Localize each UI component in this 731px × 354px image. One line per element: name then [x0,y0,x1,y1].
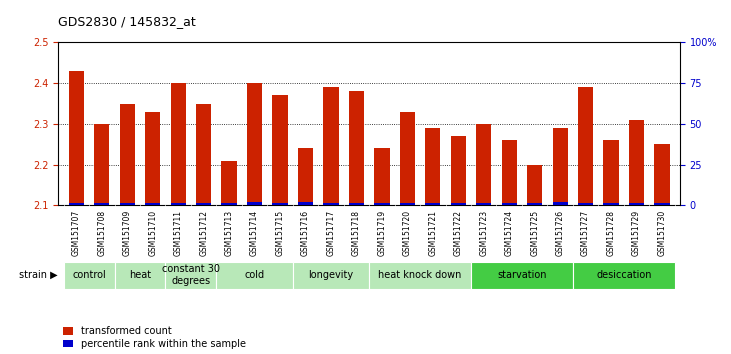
Bar [94,124,110,205]
Bar [553,202,568,205]
Bar [298,202,313,205]
Text: GSM151717: GSM151717 [327,210,336,256]
Text: GSM151724: GSM151724 [504,210,514,256]
Bar [196,203,211,205]
Text: GSM151708: GSM151708 [97,210,106,256]
Bar [654,203,670,205]
Bar [170,203,186,205]
Bar [527,165,542,205]
Text: GSM151720: GSM151720 [403,210,412,256]
Bar [425,128,441,205]
Bar [400,203,415,205]
Legend: transformed count, percentile rank within the sample: transformed count, percentile rank withi… [64,326,246,349]
Text: GSM151723: GSM151723 [480,210,488,256]
Bar [323,203,338,205]
Bar [369,262,471,289]
Text: longevity: longevity [308,270,354,280]
Text: control: control [72,270,106,280]
Bar [629,203,644,205]
Bar [94,203,110,205]
Text: heat knock down: heat knock down [379,270,462,280]
Bar [247,202,262,205]
Bar [349,91,364,205]
Text: GSM151711: GSM151711 [174,210,183,256]
Text: GDS2830 / 145832_at: GDS2830 / 145832_at [58,15,196,28]
Bar [170,83,186,205]
Bar [115,262,165,289]
Bar [145,112,160,205]
Bar [476,203,491,205]
Text: strain ▶: strain ▶ [19,270,58,280]
Bar [578,203,594,205]
Bar [603,203,618,205]
Text: GSM151709: GSM151709 [123,210,132,256]
Bar [476,124,491,205]
Bar [527,203,542,205]
Bar [450,136,466,205]
Bar [374,203,390,205]
Text: starvation: starvation [497,270,547,280]
Text: GSM151727: GSM151727 [581,210,590,256]
Bar [374,148,390,205]
Bar [69,203,84,205]
Bar [553,128,568,205]
Bar [450,203,466,205]
Text: heat: heat [129,270,151,280]
Bar [221,161,237,205]
Bar [292,262,369,289]
Text: GSM151707: GSM151707 [72,210,81,256]
Text: GSM151719: GSM151719 [377,210,387,256]
Text: GSM151722: GSM151722 [454,210,463,256]
Bar [323,87,338,205]
Bar [216,262,292,289]
Bar [400,112,415,205]
Bar [603,140,618,205]
Bar [221,203,237,205]
Text: GSM151721: GSM151721 [428,210,437,256]
Text: GSM151713: GSM151713 [224,210,234,256]
Text: GSM151714: GSM151714 [250,210,259,256]
Bar [629,120,644,205]
Bar [120,103,135,205]
Bar [64,262,115,289]
Bar [165,262,216,289]
Bar [654,144,670,205]
Text: GSM151729: GSM151729 [632,210,641,256]
Bar [69,71,84,205]
Text: desiccation: desiccation [596,270,651,280]
Bar [120,203,135,205]
Bar [573,262,675,289]
Bar [349,203,364,205]
Bar [273,95,288,205]
Bar [471,262,573,289]
Text: GSM151718: GSM151718 [352,210,361,256]
Bar [501,140,517,205]
Text: GSM151712: GSM151712 [199,210,208,256]
Bar [196,103,211,205]
Bar [425,203,441,205]
Bar [145,203,160,205]
Bar [247,83,262,205]
Text: GSM151715: GSM151715 [276,210,284,256]
Text: cold: cold [244,270,265,280]
Text: constant 30
degrees: constant 30 degrees [162,264,220,286]
Text: GSM151730: GSM151730 [657,210,667,256]
Bar [298,148,313,205]
Text: GSM151728: GSM151728 [607,210,616,256]
Bar [501,203,517,205]
Text: GSM151716: GSM151716 [301,210,310,256]
Bar [273,203,288,205]
Text: GSM151725: GSM151725 [530,210,539,256]
Text: GSM151726: GSM151726 [556,210,564,256]
Text: GSM151710: GSM151710 [148,210,157,256]
Bar [578,87,594,205]
